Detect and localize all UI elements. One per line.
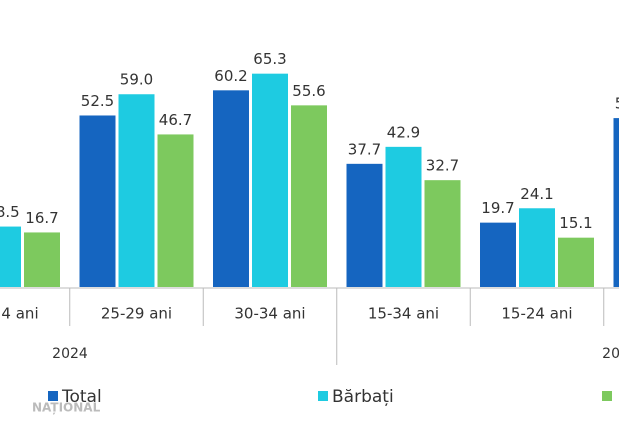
x-tick-label: 25-29 ani bbox=[101, 305, 172, 323]
bar bbox=[79, 115, 116, 287]
legend-swatch bbox=[318, 391, 328, 401]
watermark: NAȚIONAL bbox=[32, 401, 101, 415]
bar bbox=[346, 163, 383, 287]
value-label: 18.5 bbox=[0, 203, 20, 221]
value-label: 60.2 bbox=[214, 67, 247, 85]
bar bbox=[613, 118, 619, 287]
legend-swatch bbox=[602, 391, 612, 401]
legend-swatch bbox=[48, 391, 58, 401]
value-label: 65.3 bbox=[253, 50, 286, 68]
value-label: 42.9 bbox=[387, 123, 420, 141]
group-label: 2025 bbox=[602, 346, 619, 362]
legend-label: Bărbați bbox=[332, 387, 394, 407]
group-label: 2024 bbox=[52, 346, 88, 362]
x-tick-label: 20-24 ani bbox=[0, 305, 39, 323]
bar bbox=[213, 90, 249, 287]
value-label: 24.1 bbox=[520, 185, 553, 203]
value-label: 46.7 bbox=[159, 111, 192, 129]
bar bbox=[24, 232, 60, 287]
legend-label: Total bbox=[61, 387, 102, 407]
value-label: 52.5 bbox=[81, 92, 114, 110]
bar bbox=[424, 180, 461, 287]
bar bbox=[558, 237, 594, 287]
bar bbox=[118, 94, 155, 287]
value-label: 32.7 bbox=[426, 157, 459, 175]
bar bbox=[252, 73, 288, 287]
bar bbox=[519, 208, 555, 287]
bar bbox=[480, 222, 516, 287]
value-label: 15.1 bbox=[559, 214, 592, 232]
x-tick-label: 15-24 ani bbox=[501, 305, 572, 323]
value-label: 16.7 bbox=[25, 209, 58, 227]
value-label: 19.7 bbox=[481, 199, 514, 217]
value-label: 59.0 bbox=[120, 71, 153, 89]
bar bbox=[291, 105, 327, 287]
value-label: 51.7 bbox=[615, 95, 619, 113]
bar bbox=[0, 226, 21, 287]
bar bbox=[157, 134, 194, 287]
x-tick-label: 15-34 ani bbox=[368, 305, 439, 323]
value-label: 55.6 bbox=[292, 82, 325, 100]
bar bbox=[385, 146, 422, 287]
value-label: 37.7 bbox=[348, 140, 381, 158]
x-tick-label: 30-34 ani bbox=[234, 305, 305, 323]
